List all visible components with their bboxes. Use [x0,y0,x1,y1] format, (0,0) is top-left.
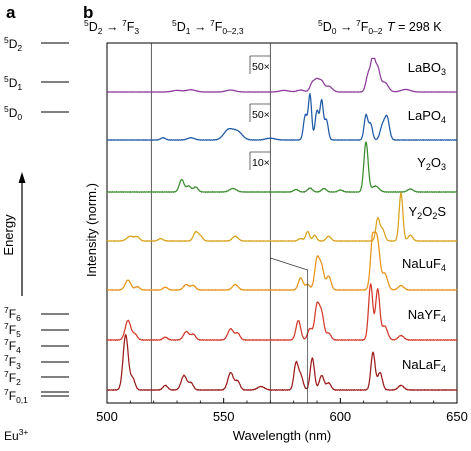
spectrum-NaLuF4 [106,231,458,292]
spectrum-Y2O2S [106,192,458,242]
series-label-Y2O3: Y2O3 [417,155,446,172]
transition-label: 5D0 → 7F0–2 [318,18,383,36]
spectrum-NaLaF4 [106,334,458,392]
transition-label: 5D2 → 7F3 [84,18,139,36]
transition-label: 5D1 → 7F0–2,3 [172,18,244,36]
plot-frame [106,42,458,404]
x-tick-label: 600 [329,409,351,424]
panel-a-label: a [6,3,16,22]
series-label-NaLuF4: NaLuF4 [402,256,446,273]
ion-label: Eu3+ [4,427,28,443]
energy-level-label: 7F6 [4,305,21,323]
peak-guide-line [270,257,309,403]
x-axis: 500 550 600 650 [96,398,468,424]
spectrum-LaBO3 [106,57,458,93]
spectrum-Y2O3 [106,141,458,193]
energy-level-label: 7F2 [4,369,21,387]
temperature-label: T = 298 K [387,20,442,34]
scale-factor-Y2O3: 10× [252,157,270,169]
energy-level-label: 7F0,1 [4,387,28,405]
panel-b-label: b [83,3,93,22]
x-tick-label: 550 [213,409,235,424]
energy-axis-label: Energy [1,214,16,256]
energy-level-label: 7F5 [4,321,21,339]
y-axis-label: Intensity (norm.) [84,183,99,277]
spectrum-LaPO4 [106,93,458,141]
series-label-LaPO4: LaPO4 [408,108,446,125]
scale-factor-LaBO3: 50× [252,61,270,73]
spectrum-NaYF4 [106,283,458,342]
x-tick-label: 650 [446,409,468,424]
energy-level-label: 5D1 [4,74,22,92]
energy-level-label: 7F4 [4,337,21,355]
energy-axis: Energy [1,172,26,296]
transition-headers: 5D2 → 7F3 5D1 → 7F0–2,3 5D0 → 7F0–2 [84,18,383,36]
series-label-Y2O2S: Y2O2S [409,204,447,221]
series-label-NaLaF4: NaLaF4 [402,357,446,374]
energy-level-label: 5D2 [4,35,22,53]
energy-level-label: 5D0 [4,104,22,122]
series-label-NaYF4: NaYF4 [408,307,446,324]
x-tick-label: 500 [96,409,118,424]
energy-level-label: 7F3 [4,353,21,371]
scale-factor-LaPO4: 50× [252,109,270,121]
series-label-LaBO3: LaBO3 [408,60,446,77]
plot-area: LaBO3 50× LaPO4 50× Y2O3 10× Y2O2S NaLuF4 NaYF4 N… [106,43,458,403]
x-axis-label: Wavelength (nm) [233,428,332,443]
